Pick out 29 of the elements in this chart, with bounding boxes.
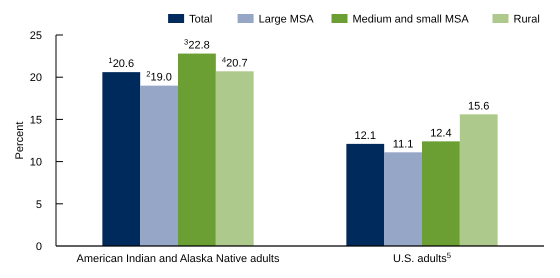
y-tick-label: 20	[30, 72, 42, 84]
data-label: 12.4	[430, 127, 452, 140]
bar	[460, 114, 498, 246]
bar	[422, 141, 460, 246]
bar	[102, 72, 140, 246]
y-tick-label: 15	[30, 114, 42, 126]
bar	[384, 152, 422, 246]
data-label: $^{3}$22.8	[184, 37, 210, 52]
y-axis-title: Percent	[14, 122, 26, 160]
data-label: $^{2}$19.0	[146, 69, 172, 84]
y-tick-label: 5	[36, 198, 42, 211]
bar	[216, 71, 254, 246]
data-label: 15.6	[468, 100, 490, 112]
legend-label: Rural	[514, 14, 540, 26]
x-tick-label: U.S. adults$^{5}$	[392, 250, 452, 265]
data-label: $^{4}$20.7	[222, 54, 248, 70]
bar	[178, 54, 216, 246]
data-label: $^{1}$20.6	[108, 56, 134, 70]
y-tick-label: 10	[30, 156, 42, 169]
legend-label: Large MSA	[258, 14, 314, 26]
y-tick-label: 0	[36, 241, 42, 253]
data-label: 11.1	[392, 138, 414, 150]
x-tick-label: American Indian and Alaska Native adults	[76, 253, 280, 265]
bar	[346, 144, 384, 246]
bar	[140, 86, 178, 246]
data-label: 12.1	[354, 130, 376, 142]
y-tick-label: 25	[30, 30, 42, 42]
legend-label: Total	[189, 14, 212, 26]
legend-label: Medium and small MSA	[352, 14, 470, 26]
